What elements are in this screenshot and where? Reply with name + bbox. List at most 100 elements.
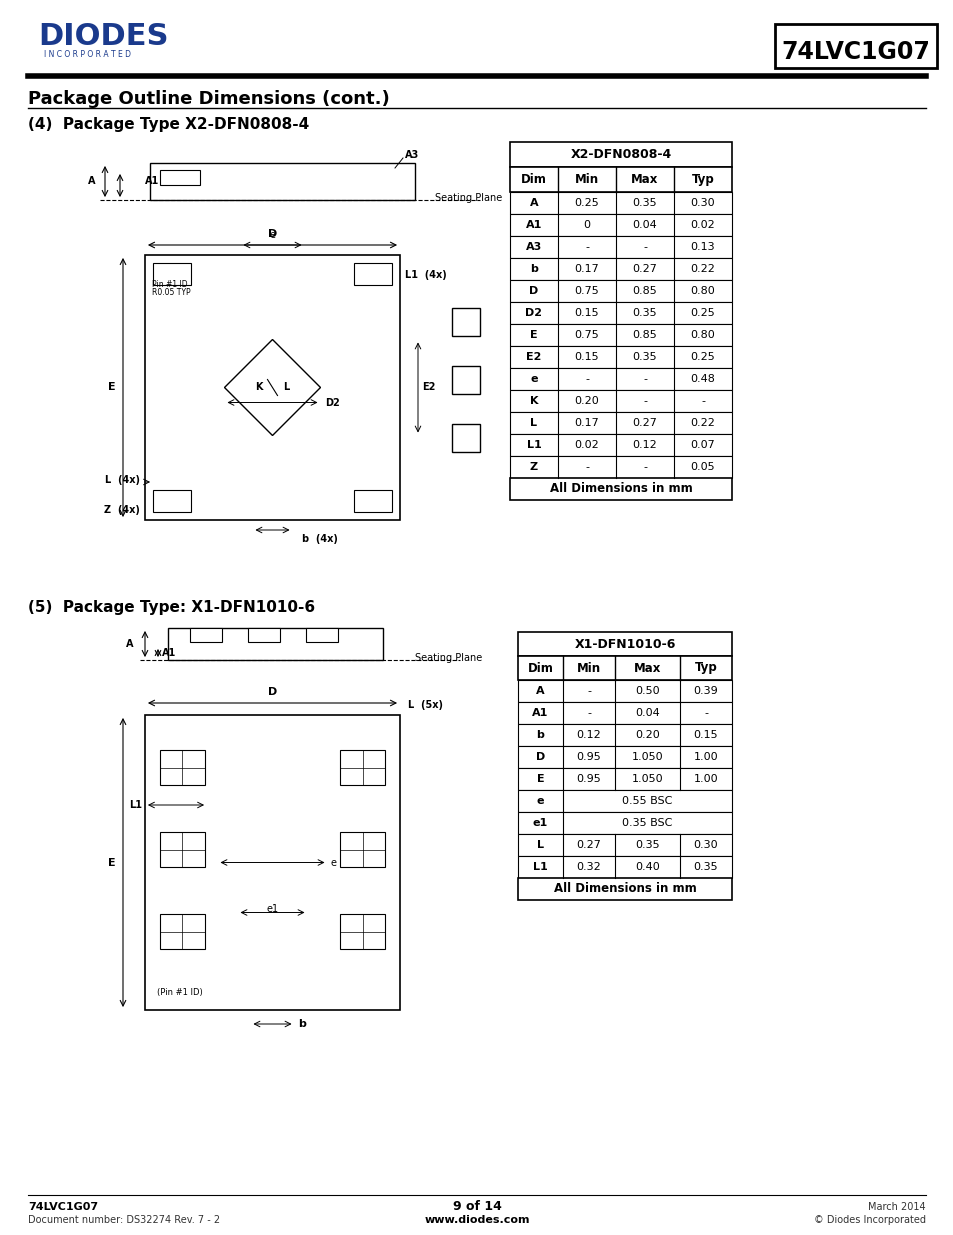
Text: A: A: [529, 198, 537, 207]
Text: D: D: [268, 228, 276, 240]
Text: e: e: [530, 374, 537, 384]
Bar: [517, 878, 731, 900]
Text: 74LVC1G07: 74LVC1G07: [781, 40, 929, 64]
Text: L1  (4x): L1 (4x): [405, 270, 446, 280]
Bar: [145, 254, 399, 520]
Text: -: -: [586, 685, 590, 697]
Text: 0.35: 0.35: [635, 840, 659, 850]
Text: 0.39: 0.39: [693, 685, 718, 697]
Bar: [517, 724, 731, 746]
Text: 0.13: 0.13: [690, 242, 715, 252]
Text: 0.15: 0.15: [574, 308, 598, 317]
Text: 0.12: 0.12: [576, 730, 600, 740]
Text: L1: L1: [526, 440, 540, 450]
Text: 0.17: 0.17: [574, 264, 598, 274]
Text: 0.22: 0.22: [690, 417, 715, 429]
Text: Dim: Dim: [520, 173, 546, 186]
Text: -: -: [703, 708, 707, 718]
Text: 0.22: 0.22: [690, 264, 715, 274]
Text: A: A: [88, 177, 95, 186]
Bar: [168, 629, 382, 659]
Text: A1: A1: [525, 220, 541, 230]
Text: Pin #1 ID: Pin #1 ID: [152, 280, 188, 289]
Bar: [145, 715, 399, 1010]
Bar: [452, 308, 479, 336]
Text: 0.32: 0.32: [576, 862, 600, 872]
Bar: [339, 914, 385, 948]
Text: 0.15: 0.15: [693, 730, 718, 740]
Text: 0.04: 0.04: [635, 708, 659, 718]
Text: 0.95: 0.95: [576, 774, 600, 784]
Text: A1: A1: [162, 648, 176, 658]
Text: -: -: [584, 242, 588, 252]
Text: Typ: Typ: [694, 662, 717, 674]
Text: b  (4x): b (4x): [302, 534, 338, 543]
Text: Z  (4x): Z (4x): [104, 505, 140, 515]
Text: I N C O R P O R A T E D: I N C O R P O R A T E D: [44, 49, 131, 59]
Bar: [510, 280, 731, 303]
Text: -: -: [584, 462, 588, 472]
Text: K: K: [254, 383, 262, 393]
Bar: [517, 790, 731, 811]
Text: K: K: [529, 396, 537, 406]
Text: b: b: [298, 1019, 306, 1029]
Text: 0.75: 0.75: [574, 287, 598, 296]
Text: L: L: [537, 840, 543, 850]
Text: A3: A3: [525, 242, 541, 252]
Bar: [517, 856, 731, 878]
Bar: [774, 23, 936, 68]
Text: © Diodes Incorporated: © Diodes Incorporated: [813, 1215, 925, 1225]
Bar: [160, 750, 205, 785]
Text: 0.05: 0.05: [690, 462, 715, 472]
Text: (5)  Package Type: X1-DFN1010-6: (5) Package Type: X1-DFN1010-6: [28, 600, 314, 615]
Bar: [152, 490, 191, 513]
Text: 0.30: 0.30: [690, 198, 715, 207]
Text: -: -: [642, 396, 646, 406]
Text: DIODES: DIODES: [38, 22, 169, 51]
Text: Document number: DS32274 Rev. 7 - 2: Document number: DS32274 Rev. 7 - 2: [28, 1215, 220, 1225]
Text: 0.85: 0.85: [632, 287, 657, 296]
Text: (4)  Package Type X2-DFN0808-4: (4) Package Type X2-DFN0808-4: [28, 117, 309, 132]
Text: 0.80: 0.80: [690, 287, 715, 296]
Text: -: -: [642, 242, 646, 252]
Bar: [339, 832, 385, 867]
Bar: [517, 701, 731, 724]
Text: 0: 0: [583, 220, 590, 230]
Text: Min: Min: [577, 662, 600, 674]
Text: 0.27: 0.27: [632, 264, 657, 274]
Bar: [517, 811, 731, 834]
Text: L  (4x): L (4x): [105, 475, 140, 485]
Text: Seating Plane: Seating Plane: [435, 193, 501, 203]
Text: 0.20: 0.20: [574, 396, 598, 406]
Text: March 2014: March 2014: [867, 1202, 925, 1212]
Bar: [510, 433, 731, 456]
Bar: [510, 167, 731, 191]
Text: A: A: [536, 685, 544, 697]
Bar: [510, 456, 731, 478]
Bar: [510, 258, 731, 280]
Text: E: E: [537, 774, 544, 784]
Text: L  (5x): L (5x): [408, 700, 442, 710]
Bar: [517, 632, 731, 656]
Text: E2: E2: [421, 383, 435, 393]
Text: Dim: Dim: [527, 662, 553, 674]
Text: 0.35 BSC: 0.35 BSC: [621, 818, 672, 827]
Text: 0.48: 0.48: [690, 374, 715, 384]
Bar: [510, 478, 731, 500]
Text: 0.85: 0.85: [632, 330, 657, 340]
Text: -: -: [700, 396, 704, 406]
Bar: [517, 768, 731, 790]
Text: 0.25: 0.25: [690, 308, 715, 317]
Bar: [510, 214, 731, 236]
Bar: [510, 412, 731, 433]
Text: b: b: [536, 730, 544, 740]
Text: D: D: [268, 687, 276, 697]
Text: D2: D2: [325, 398, 340, 408]
Text: Z: Z: [529, 462, 537, 472]
Bar: [248, 629, 280, 642]
Text: -: -: [584, 374, 588, 384]
Text: All Dimensions in mm: All Dimensions in mm: [553, 883, 696, 895]
Text: 0.17: 0.17: [574, 417, 598, 429]
Text: X2-DFN0808-4: X2-DFN0808-4: [570, 148, 671, 161]
Bar: [510, 236, 731, 258]
